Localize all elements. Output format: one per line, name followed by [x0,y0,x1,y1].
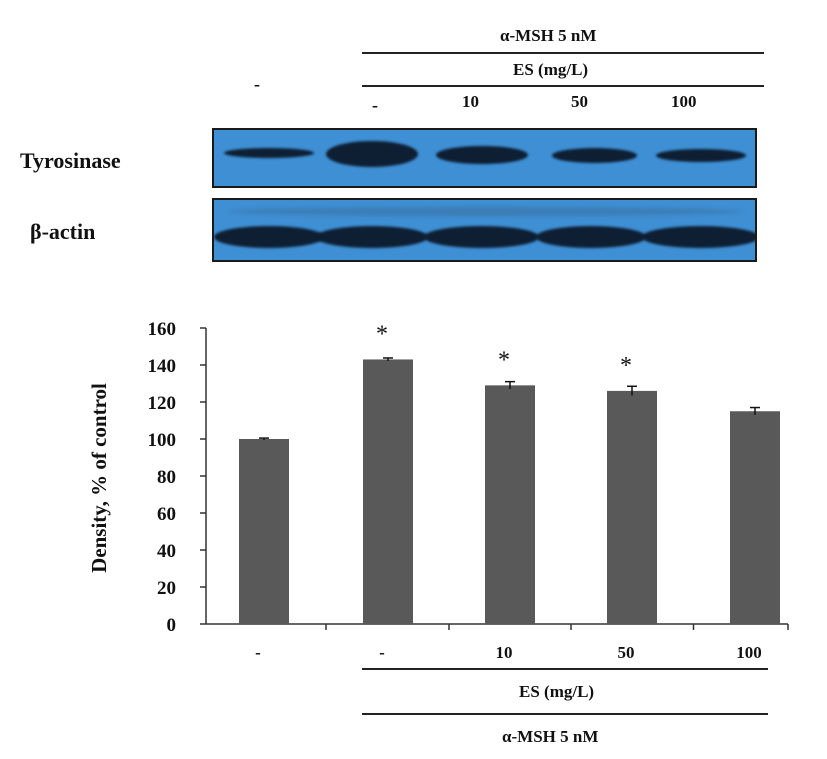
x-category-label: 50 [618,643,635,662]
blot-header-es: ES (mg/L) [513,60,589,79]
actin-label: β-actin [30,219,96,244]
actin-band-5 [642,226,755,248]
bar [239,439,289,624]
y-tick-label: 0 [167,615,177,636]
bottom-treatment-label: α-MSH 5 nM [502,727,599,746]
bottom-line-es [362,668,768,670]
x-category-label: - [255,643,261,662]
blot-header-treatment: α-MSH 5 nM [500,26,597,45]
blot-lane-label-5: 100 [671,92,697,111]
actin-faint-band [228,207,743,216]
blot-lane-label-3: 10 [462,92,479,111]
bottom-line-treatment [362,713,768,715]
blot-lane-label-1: - [254,74,260,94]
y-tick-label: 100 [148,430,177,451]
tyrosinase-band-4 [552,148,637,163]
bar [730,411,780,624]
tyrosinase-blot [212,128,757,188]
bar [363,359,413,624]
actin-band-1 [214,226,324,248]
bar [607,390,657,624]
y-axis-label: Density, % of control [87,383,111,573]
x-category-label: - [379,643,385,662]
y-tick-label: 40 [157,541,176,562]
bar [485,385,535,624]
tyrosinase-band-2 [326,141,418,167]
blot-lane-label-2: - [372,95,378,115]
tyrosinase-band-3 [436,146,528,164]
actin-band-4 [536,226,646,248]
y-tick-label: 140 [148,356,177,377]
y-tick-label: 80 [157,467,176,488]
y-tick-label: 160 [148,319,177,340]
tyrosinase-band-5 [656,149,746,162]
blot-header-line-bottom [362,85,764,87]
actin-band-3 [424,226,539,248]
significance-mark: * [620,353,632,379]
bottom-es-label: ES (mg/L) [519,682,595,701]
blot-header-line-top [362,52,764,54]
significance-mark: * [376,321,388,347]
significance-mark: * [498,347,510,373]
x-category-label: 100 [736,643,762,662]
actin-blot [212,198,757,262]
x-category-label: 10 [496,643,513,662]
actin-band-2 [316,226,428,248]
y-tick-label: 120 [148,393,177,414]
blot-lane-label-4: 50 [571,92,588,111]
y-tick-label: 20 [157,578,176,599]
tyrosinase-label: Tyrosinase [20,148,121,173]
tyrosinase-band-1 [224,148,314,158]
y-tick-label: 60 [157,504,176,525]
